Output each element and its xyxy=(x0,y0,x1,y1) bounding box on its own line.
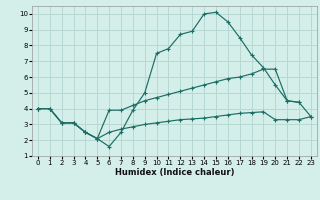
X-axis label: Humidex (Indice chaleur): Humidex (Indice chaleur) xyxy=(115,168,234,177)
